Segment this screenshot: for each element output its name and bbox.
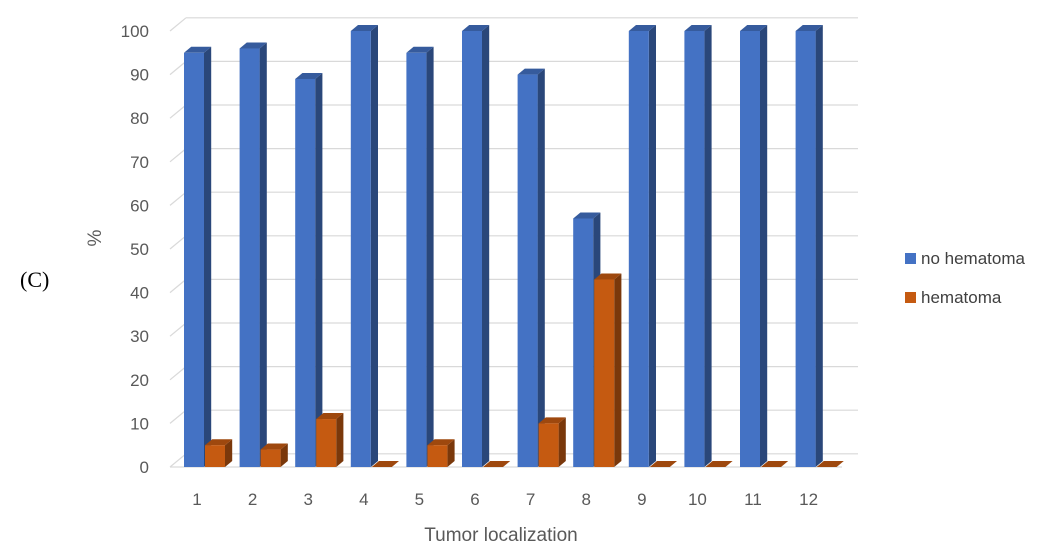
bar-hematoma-3 [316,413,344,467]
legend-item: no hematoma [905,249,1025,268]
legend-swatch [905,292,916,303]
legend-label: no hematoma [921,249,1025,268]
bar-no-hematoma-12 [795,25,823,467]
y-tick-label: 100 [121,22,149,41]
x-axis-ticks: 1 2 3 4 5 6 7 8 9 10 11 12 [192,490,818,509]
x-tick-label: 5 [415,490,424,509]
y-tick-label: 20 [130,371,149,390]
y-tick-label: 30 [130,327,149,346]
gridline-depth [169,409,187,424]
x-tick-label: 4 [359,490,368,509]
legend-item: hematoma [905,288,1002,307]
x-tick-label: 11 [744,490,762,509]
gridline-depth [169,104,187,119]
y-tick-label: 0 [140,458,149,477]
bar-hematoma-11 [761,461,789,467]
gridline-depth [169,278,187,294]
y-tick-label: 50 [130,240,149,259]
bar-no-hematoma-6 [462,25,490,467]
x-tick-label: 6 [470,490,479,509]
bar-hematoma-4 [371,461,399,467]
bar-no-hematoma-4 [350,25,378,467]
legend-label: hematoma [921,288,1002,307]
x-tick-label: 3 [303,490,312,509]
x-axis-title: Tumor localization [424,525,577,545]
bar-no-hematoma-1 [184,46,212,468]
panel-label: (C) [20,267,49,292]
gridline-depth [169,366,187,381]
bar-hematoma-12 [816,461,844,467]
y-tick-label: 70 [130,153,149,172]
x-tick-label: 1 [192,490,201,509]
x-tick-label: 8 [581,490,590,509]
x-tick-label: 12 [799,490,818,509]
bar-hematoma-1 [205,439,233,467]
y-axis-ticks: 0 10 20 30 40 50 60 70 80 90 100 [121,22,149,477]
bar-no-hematoma-2 [239,42,267,467]
y-tick-label: 10 [130,414,149,433]
x-tick-label: 7 [526,490,535,509]
bar-no-hematoma-7 [517,68,545,467]
bar-no-hematoma-11 [740,25,768,467]
y-axis-title: % [85,229,106,246]
gridline-depth [169,60,187,76]
bar-hematoma-6 [483,461,511,467]
y-tick-label: 40 [130,284,149,303]
bar-no-hematoma-5 [406,46,434,468]
bar-no-hematoma-10 [684,25,712,467]
bar-no-hematoma-9 [628,25,656,467]
y-tick-label: 90 [130,66,149,85]
bar-hematoma-5 [427,439,455,467]
gridline-depth [169,191,187,206]
legend: no hematoma hematoma [905,249,1025,307]
x-tick-label: 10 [688,490,707,509]
bar-hematoma-2 [260,443,288,467]
bar-hematoma-10 [705,461,733,467]
bar-no-hematoma-3 [295,72,323,468]
gridline-depth [169,322,187,337]
x-tick-label: 2 [248,490,257,509]
gridline-depth [169,17,187,32]
gridline-depth [169,148,187,163]
bar-hematoma-7 [538,417,566,467]
gridline-depth [169,453,187,468]
y-tick-label: 80 [130,109,149,128]
bar-hematoma-9 [649,461,677,467]
x-tick-label: 9 [637,490,646,509]
gridline-depth [169,235,187,250]
legend-swatch [905,253,916,264]
y-tick-label: 60 [130,196,149,215]
bars [184,25,844,468]
bar-hematoma-8 [594,273,622,467]
